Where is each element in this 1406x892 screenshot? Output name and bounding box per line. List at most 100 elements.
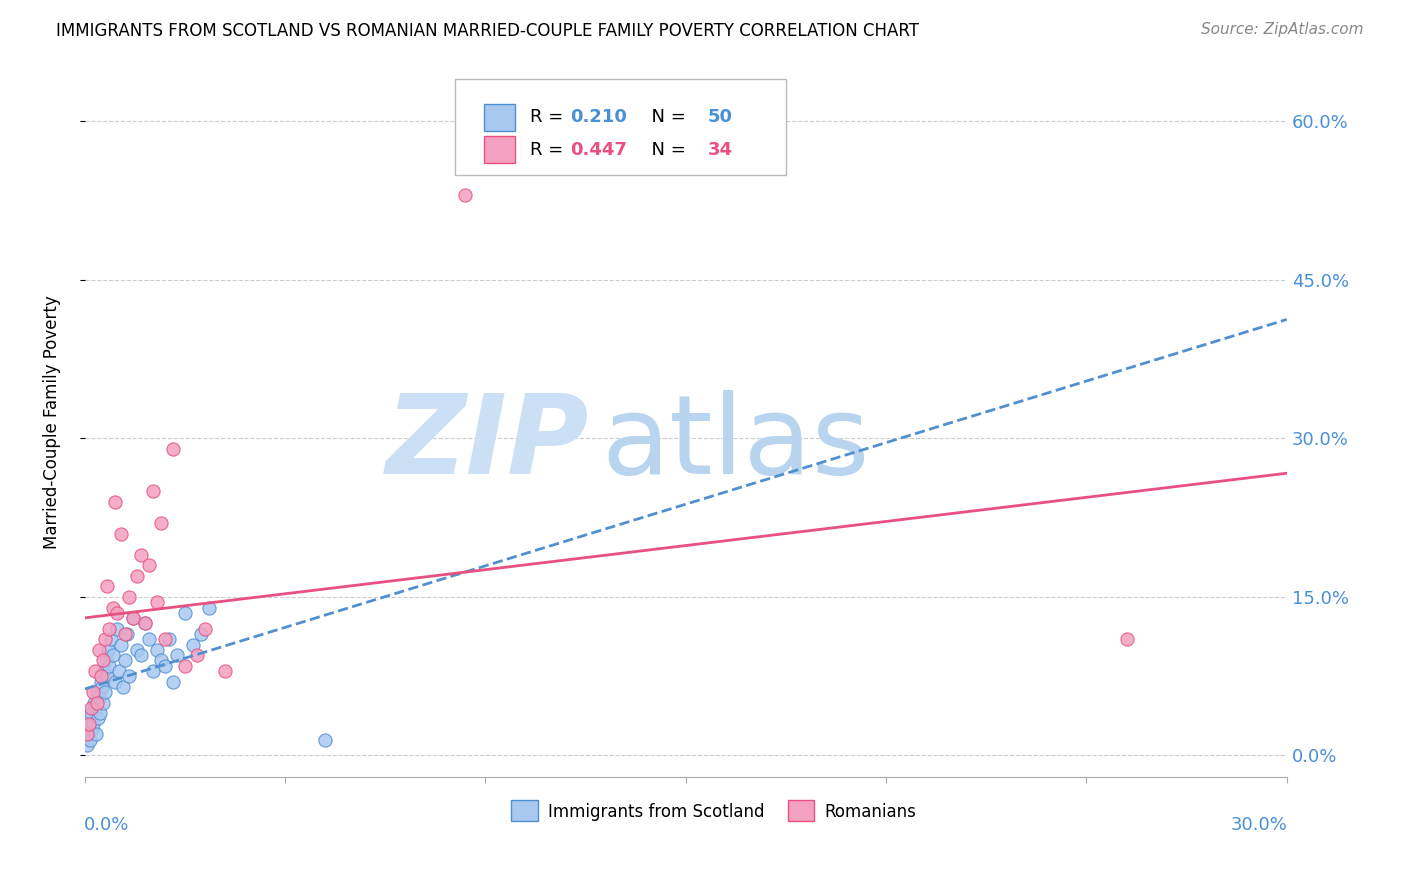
Point	[101, 600, 124, 615]
Point	[101, 648, 124, 662]
Point	[153, 632, 176, 647]
Point	[96, 579, 118, 593]
Text: 0.0%: 0.0%	[83, 815, 129, 833]
Point	[77, 716, 100, 731]
Point	[314, 732, 336, 747]
Point	[79, 732, 101, 747]
Point	[100, 632, 122, 647]
Point	[138, 558, 160, 573]
Point	[94, 685, 117, 699]
Point	[87, 690, 110, 705]
Point	[96, 669, 118, 683]
Point	[134, 616, 156, 631]
Text: ZIP: ZIP	[387, 391, 589, 498]
Point	[87, 642, 110, 657]
FancyBboxPatch shape	[456, 79, 786, 175]
Point	[181, 638, 204, 652]
Point	[90, 669, 112, 683]
Text: 0.447: 0.447	[571, 141, 627, 159]
Point	[1115, 632, 1137, 647]
Point	[125, 569, 148, 583]
Point	[118, 669, 141, 683]
Point	[118, 590, 141, 604]
Point	[93, 664, 115, 678]
Point	[91, 696, 114, 710]
Text: atlas: atlas	[602, 391, 870, 498]
Point	[86, 696, 108, 710]
Point	[105, 606, 128, 620]
FancyBboxPatch shape	[484, 136, 515, 163]
Point	[149, 516, 172, 530]
Point	[83, 701, 105, 715]
Text: N =: N =	[640, 141, 692, 159]
Text: R =: R =	[530, 108, 568, 126]
Point	[94, 653, 117, 667]
Text: 34: 34	[707, 141, 733, 159]
Point	[90, 674, 112, 689]
Point	[82, 685, 104, 699]
Point	[114, 653, 136, 667]
Point	[94, 632, 117, 647]
Point	[110, 638, 132, 652]
Point	[114, 627, 136, 641]
Point	[80, 701, 103, 715]
Point	[142, 664, 165, 678]
Point	[76, 727, 98, 741]
Text: 0.210: 0.210	[571, 108, 627, 126]
Point	[138, 632, 160, 647]
Point	[80, 722, 103, 736]
Point	[77, 727, 100, 741]
Point	[110, 526, 132, 541]
Point	[157, 632, 180, 647]
Point	[115, 627, 138, 641]
Text: Source: ZipAtlas.com: Source: ZipAtlas.com	[1201, 22, 1364, 37]
Point	[134, 616, 156, 631]
Point	[129, 548, 152, 562]
Point	[76, 738, 98, 752]
FancyBboxPatch shape	[512, 800, 538, 822]
Text: IMMIGRANTS FROM SCOTLAND VS ROMANIAN MARRIED-COUPLE FAMILY POVERTY CORRELATION C: IMMIGRANTS FROM SCOTLAND VS ROMANIAN MAR…	[56, 22, 920, 40]
Point	[82, 716, 104, 731]
Text: N =: N =	[640, 108, 692, 126]
Point	[454, 188, 477, 202]
Point	[121, 611, 143, 625]
Point	[80, 706, 103, 721]
Point	[190, 627, 212, 641]
Point	[104, 674, 127, 689]
Point	[162, 674, 184, 689]
Point	[111, 680, 134, 694]
Point	[105, 622, 128, 636]
Point	[146, 642, 169, 657]
Text: 30.0%: 30.0%	[1232, 815, 1288, 833]
Point	[214, 664, 236, 678]
FancyBboxPatch shape	[787, 800, 814, 822]
Point	[125, 642, 148, 657]
Point	[97, 642, 120, 657]
Point	[86, 685, 108, 699]
Text: R =: R =	[530, 141, 568, 159]
Point	[86, 711, 108, 725]
Point	[166, 648, 188, 662]
FancyBboxPatch shape	[484, 103, 515, 130]
Point	[89, 706, 111, 721]
Point	[174, 658, 197, 673]
Point	[91, 653, 114, 667]
Point	[194, 622, 217, 636]
Point	[162, 442, 184, 456]
Text: Romanians: Romanians	[824, 803, 915, 821]
Point	[84, 727, 107, 741]
Point	[121, 611, 143, 625]
Point	[104, 495, 127, 509]
Y-axis label: Married-Couple Family Poverty: Married-Couple Family Poverty	[44, 295, 60, 549]
Point	[149, 653, 172, 667]
Point	[153, 658, 176, 673]
Point	[97, 658, 120, 673]
Text: 50: 50	[707, 108, 733, 126]
Point	[174, 606, 197, 620]
Point	[198, 600, 221, 615]
Point	[186, 648, 208, 662]
Text: Immigrants from Scotland: Immigrants from Scotland	[547, 803, 763, 821]
Point	[77, 711, 100, 725]
Point	[97, 622, 120, 636]
Point	[90, 680, 112, 694]
